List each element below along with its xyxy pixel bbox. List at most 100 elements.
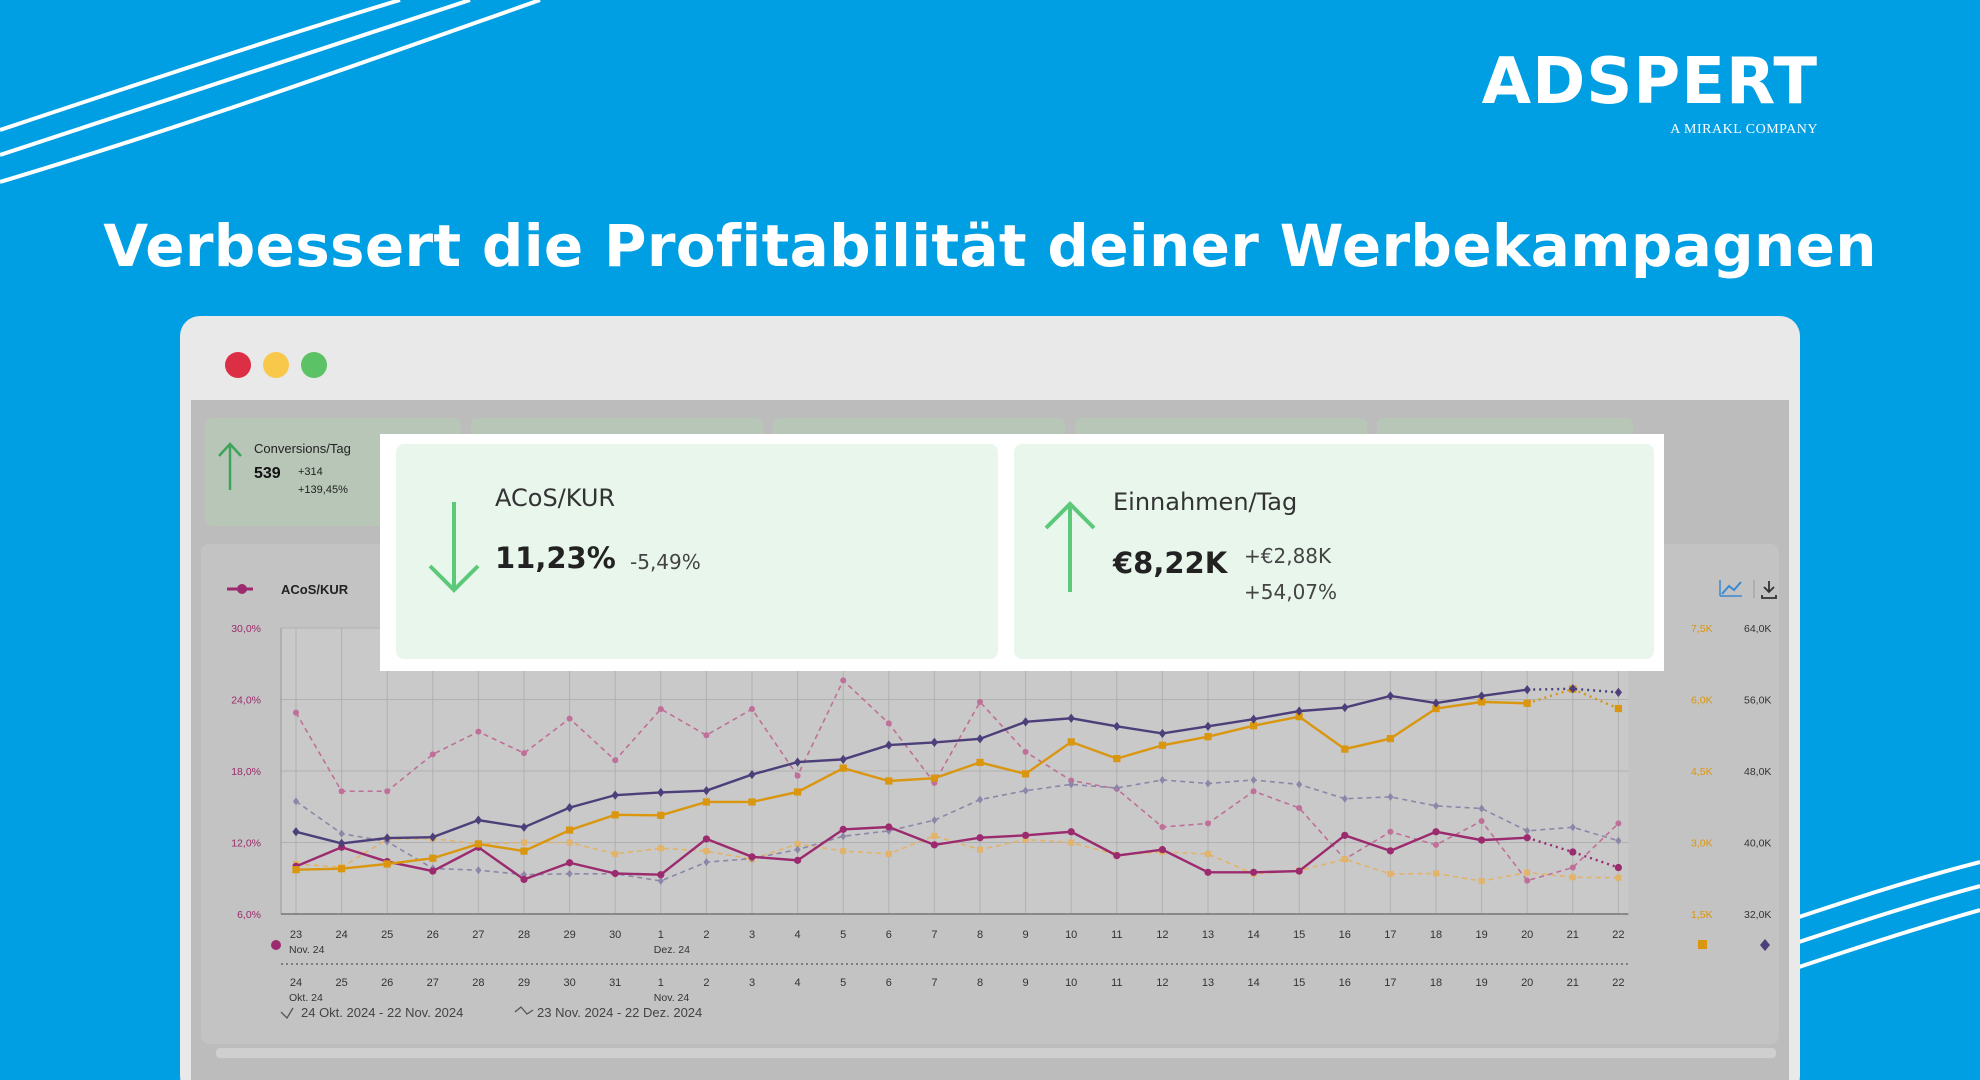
data-point-conversions-tagprevious[interactable] (1341, 794, 1348, 803)
data-point-acos-kurcurrent[interactable] (1250, 868, 1258, 876)
window-close-button[interactable] (225, 352, 251, 378)
data-point-einnahmen-tagcurrent[interactable] (1523, 699, 1531, 707)
data-point-conversions-tagprevious[interactable] (1387, 792, 1394, 801)
data-point-acos-kurcurrent[interactable] (1022, 831, 1030, 839)
data-point-conversions-tagprevious[interactable] (657, 876, 664, 885)
data-point-conversions-tagprevious[interactable] (1022, 786, 1029, 795)
data-point-conversions-tagcurrent[interactable] (1386, 691, 1394, 701)
data-point-acos-kurprevious[interactable] (885, 720, 892, 727)
data-point-einnahmen-tagprevious[interactable] (1478, 878, 1485, 885)
data-point-einnahmen-tagcurrent[interactable] (429, 854, 437, 862)
data-point-einnahmen-tagcurrent[interactable] (1158, 741, 1166, 749)
data-point-acos-kurprevious[interactable] (475, 728, 482, 735)
kpi-card-revenue[interactable]: Einnahmen/Tag €8,22K +€2,88K +54,07% (1014, 444, 1654, 659)
data-point-einnahmen-tagprevious[interactable] (840, 848, 847, 855)
data-point-einnahmen-tagcurrent[interactable] (657, 811, 665, 819)
data-point-einnahmen-tagprevious[interactable] (1615, 874, 1622, 881)
data-point-einnahmen-tagprevious[interactable] (703, 848, 710, 855)
legend-label[interactable]: ACoS/KUR (281, 582, 349, 597)
data-point-conversions-tagcurrent[interactable] (474, 815, 482, 825)
data-point-acos-kurprevious[interactable] (521, 750, 527, 757)
data-point-conversions-tagprevious[interactable] (566, 869, 573, 878)
data-point-acos-kurcurrent[interactable] (1614, 863, 1622, 872)
data-point-einnahmen-tagcurrent[interactable] (930, 774, 938, 782)
data-point-conversions-tagcurrent[interactable] (1341, 702, 1349, 713)
data-point-acos-kurcurrent[interactable] (1478, 836, 1486, 844)
data-point-einnahmen-tagprevious[interactable] (931, 832, 938, 839)
data-point-acos-kurcurrent[interactable] (794, 856, 802, 864)
data-point-conversions-tagprevious[interactable] (1296, 780, 1303, 789)
data-point-acos-kurprevious[interactable] (1569, 864, 1576, 871)
data-point-conversions-tagcurrent[interactable] (1158, 728, 1166, 739)
data-point-einnahmen-tagcurrent[interactable] (1341, 745, 1349, 753)
data-point-acos-kurcurrent[interactable] (1113, 852, 1121, 860)
data-point-conversions-tagprevious[interactable] (1569, 823, 1576, 832)
data-point-acos-kurcurrent[interactable] (702, 835, 710, 843)
data-point-conversions-tagcurrent[interactable] (1067, 713, 1075, 723)
data-point-acos-kurcurrent[interactable] (1067, 828, 1075, 836)
data-point-acos-kurprevious[interactable] (794, 772, 801, 779)
data-point-einnahmen-tagprevious[interactable] (1022, 836, 1029, 843)
data-point-einnahmen-tagcurrent[interactable] (976, 758, 984, 767)
data-point-acos-kurprevious[interactable] (657, 706, 664, 713)
data-point-einnahmen-tagprevious[interactable] (1569, 874, 1576, 881)
data-point-conversions-tagcurrent[interactable] (976, 734, 984, 744)
data-point-einnahmen-tagcurrent[interactable] (748, 798, 756, 806)
chart-type-icon[interactable] (1719, 580, 1742, 597)
data-point-conversions-tagcurrent[interactable] (885, 740, 893, 750)
data-point-acos-kurcurrent[interactable] (885, 823, 893, 831)
data-point-einnahmen-tagprevious[interactable] (657, 845, 664, 852)
data-point-conversions-tagcurrent[interactable] (1432, 698, 1440, 708)
data-point-conversions-tagprevious[interactable] (794, 845, 801, 854)
data-point-einnahmen-tagcurrent[interactable] (1250, 722, 1258, 730)
data-point-conversions-tagprevious[interactable] (293, 797, 299, 806)
data-point-acos-kurprevious[interactable] (1250, 788, 1257, 795)
data-point-conversions-tagprevious[interactable] (1205, 779, 1211, 788)
data-point-einnahmen-tagcurrent[interactable] (338, 865, 346, 873)
data-point-einnahmen-tagprevious[interactable] (1068, 839, 1075, 846)
data-point-acos-kurcurrent[interactable] (930, 841, 939, 849)
data-point-acos-kurprevious[interactable] (1615, 820, 1622, 827)
data-point-acos-kurprevious[interactable] (1433, 841, 1439, 848)
data-point-conversions-tagprevious[interactable] (1478, 804, 1485, 813)
data-point-acos-kurprevious[interactable] (1524, 877, 1531, 884)
data-point-conversions-tagcurrent[interactable] (748, 769, 756, 780)
data-point-acos-kurcurrent[interactable] (1569, 848, 1577, 856)
data-point-acos-kurprevious[interactable] (1478, 818, 1485, 825)
data-point-acos-kurprevious[interactable] (1022, 748, 1029, 755)
data-point-acos-kurprevious[interactable] (749, 706, 755, 713)
data-point-conversions-tagcurrent[interactable] (429, 832, 437, 842)
data-point-einnahmen-tagprevious[interactable] (612, 850, 619, 857)
data-point-einnahmen-tagprevious[interactable] (1524, 869, 1531, 876)
data-point-einnahmen-tagprevious[interactable] (977, 846, 983, 853)
data-point-einnahmen-tagprevious[interactable] (1341, 856, 1348, 863)
data-point-acos-kurprevious[interactable] (1387, 828, 1394, 835)
data-point-acos-kurcurrent[interactable] (1204, 868, 1212, 876)
data-point-einnahmen-tagprevious[interactable] (521, 839, 527, 846)
data-point-acos-kurcurrent[interactable] (1523, 834, 1531, 842)
data-point-conversions-tagcurrent[interactable] (702, 786, 710, 796)
chart-scrollbar[interactable] (216, 1048, 1776, 1058)
data-point-conversions-tagprevious[interactable] (885, 826, 892, 835)
data-point-conversions-tagprevious[interactable] (703, 858, 710, 867)
data-point-einnahmen-tagcurrent[interactable] (1204, 733, 1212, 741)
data-point-conversions-tagprevious[interactable] (1433, 801, 1439, 810)
data-point-einnahmen-tagcurrent[interactable] (566, 826, 574, 834)
data-point-acos-kurcurrent[interactable] (748, 853, 756, 861)
data-point-conversions-tagcurrent[interactable] (383, 833, 391, 843)
data-point-conversions-tagprevious[interactable] (1615, 836, 1622, 845)
data-point-acos-kurcurrent[interactable] (657, 871, 665, 879)
data-point-acos-kurprevious[interactable] (612, 757, 619, 764)
data-point-acos-kurprevious[interactable] (977, 698, 983, 705)
data-point-acos-kurprevious[interactable] (429, 751, 436, 758)
data-point-einnahmen-tagcurrent[interactable] (474, 840, 482, 848)
data-point-einnahmen-tagcurrent[interactable] (702, 798, 710, 806)
window-minimize-button[interactable] (263, 352, 289, 378)
data-point-einnahmen-tagprevious[interactable] (1387, 870, 1394, 877)
data-point-acos-kurprevious[interactable] (1296, 804, 1303, 811)
data-point-einnahmen-tagcurrent[interactable] (1614, 704, 1622, 713)
data-point-conversions-tagcurrent[interactable] (520, 822, 528, 832)
data-point-conversions-tagcurrent[interactable] (657, 787, 665, 798)
kpi-card-acos[interactable]: ACoS/KUR 11,23% -5,49% (396, 444, 998, 659)
data-point-acos-kurcurrent[interactable] (520, 875, 528, 884)
